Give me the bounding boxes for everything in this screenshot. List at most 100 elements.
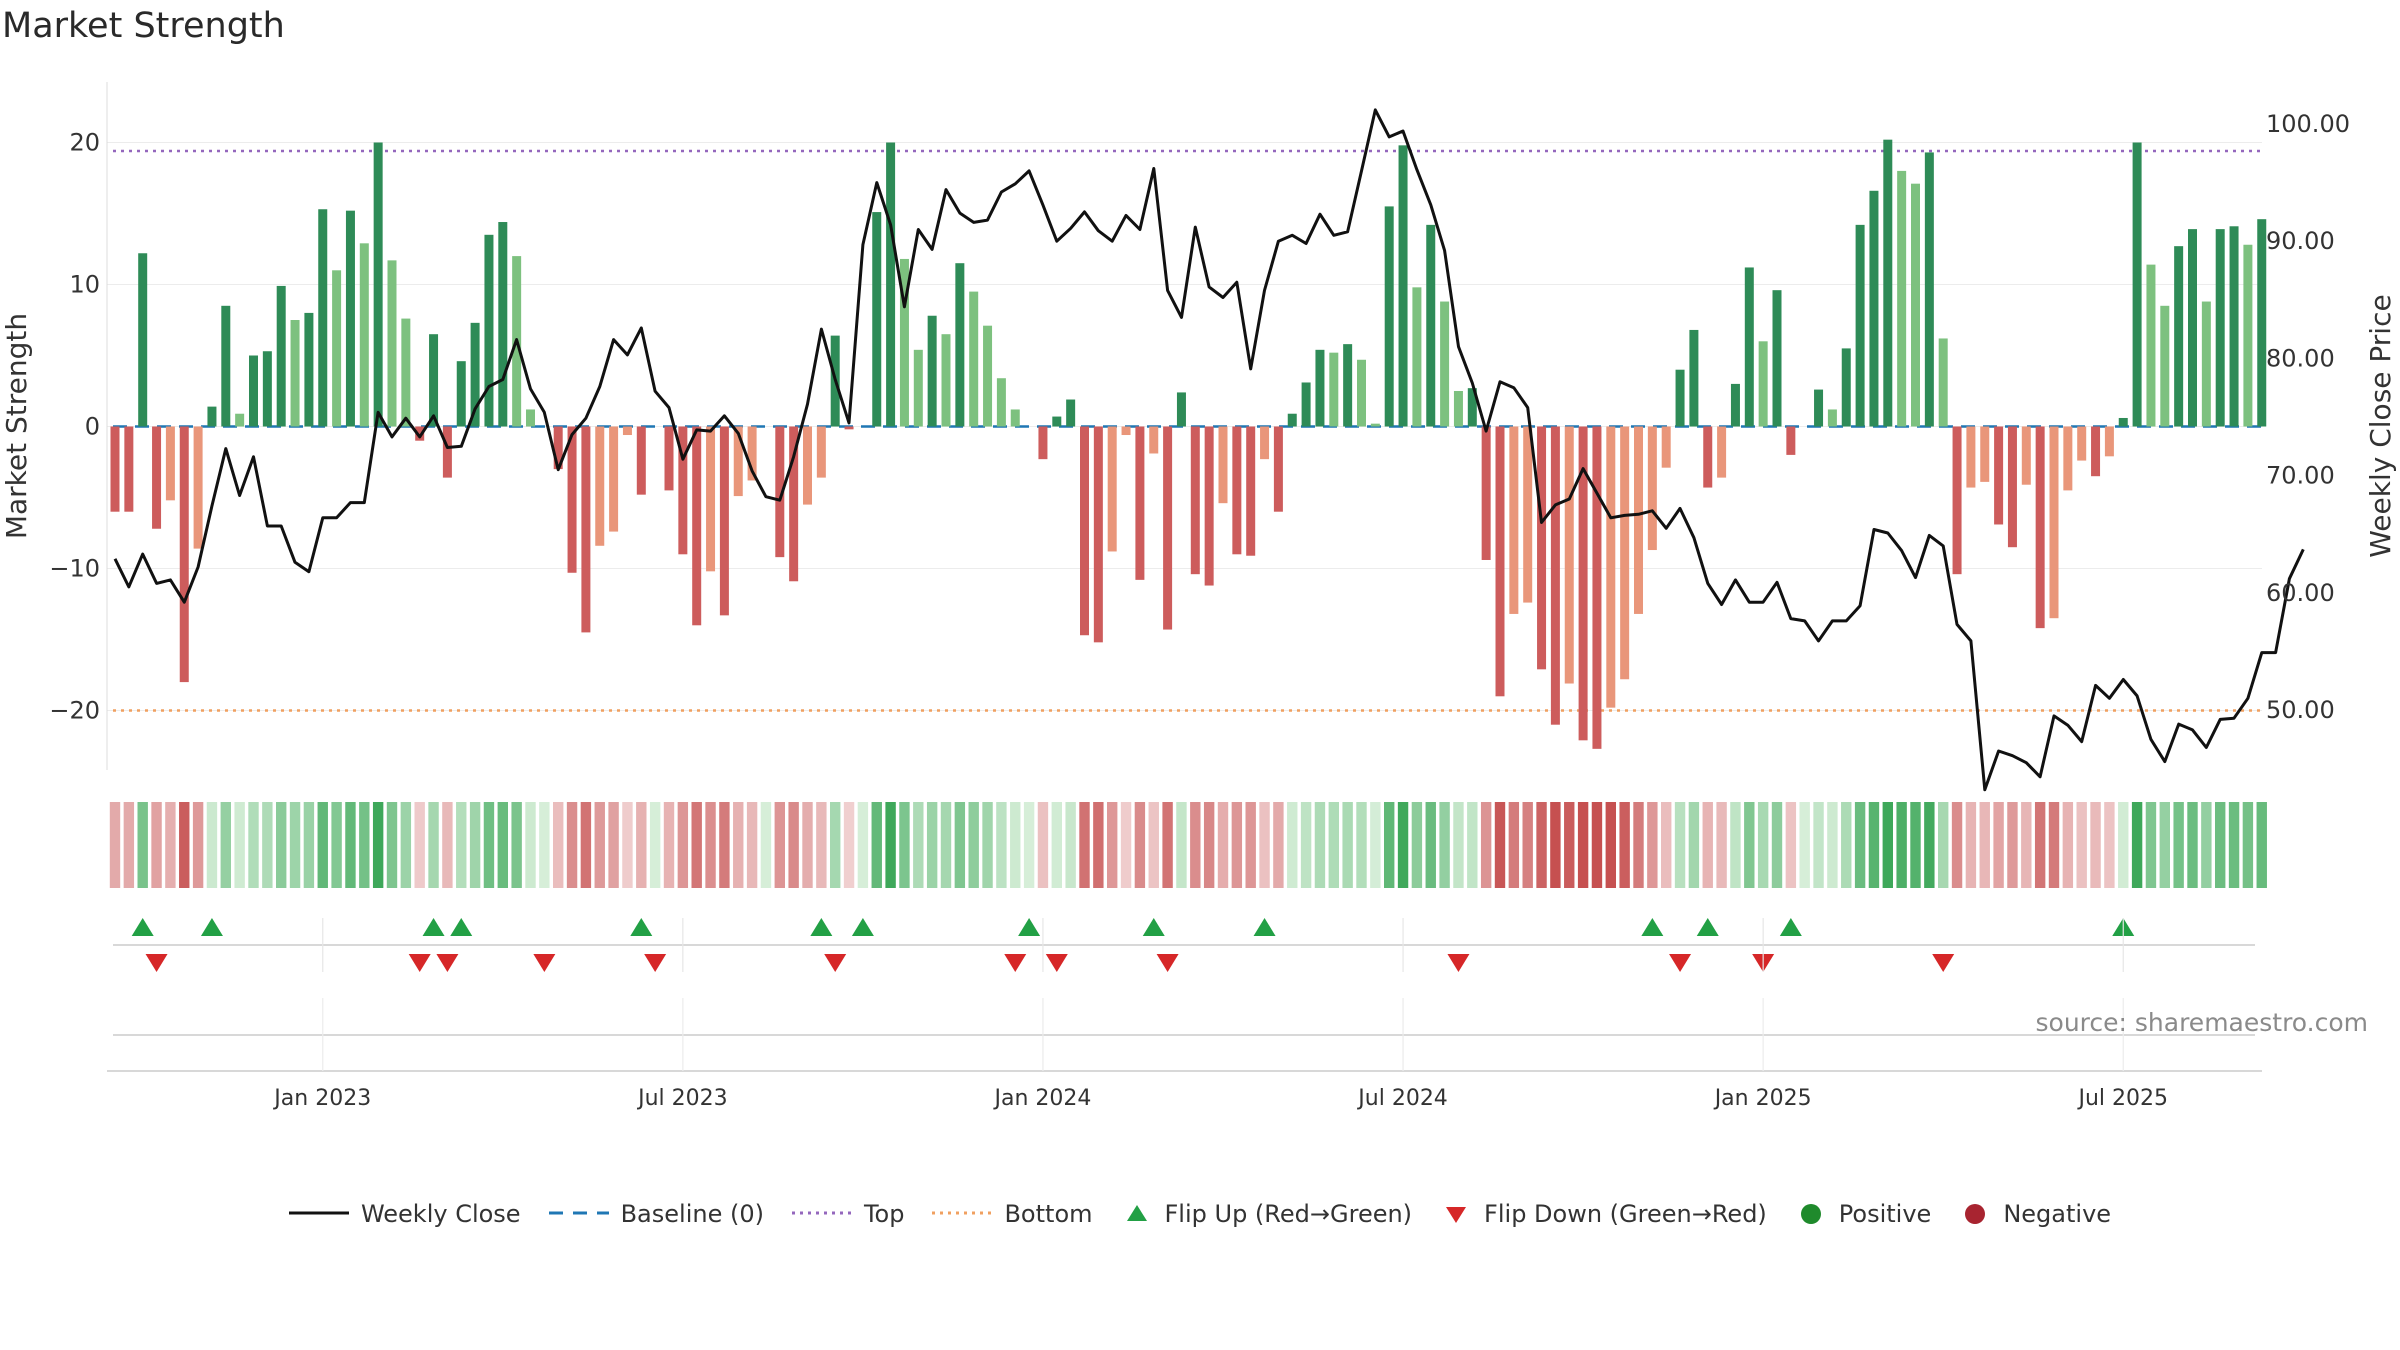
flip-up-marker: [201, 918, 223, 936]
heat-cell: [2229, 802, 2239, 888]
y2-tick-label: 80.00: [2266, 344, 2335, 372]
flip-up-marker: [1018, 918, 1040, 936]
strength-bar: [1440, 302, 1449, 427]
strength-bar: [2063, 427, 2072, 491]
heat-cell: [1813, 802, 1823, 888]
flip-up-marker: [1780, 918, 1802, 936]
heat-cell: [373, 802, 383, 888]
strength-bar: [1883, 140, 1892, 427]
heat-cell: [2077, 802, 2087, 888]
y2-tick-label: 70.00: [2266, 462, 2335, 490]
heat-cell: [747, 802, 757, 888]
heat-cell: [1924, 802, 1934, 888]
strength-bar: [1759, 341, 1768, 426]
y-tick-label: 20: [69, 129, 100, 157]
legend-label: Negative: [2003, 1200, 2111, 1228]
x-tick-label: Jan 2023: [272, 1086, 371, 1111]
strength-bar: [429, 334, 438, 426]
heat-cell: [1661, 802, 1671, 888]
strength-bar: [845, 427, 854, 430]
y2-tick-label: 60.00: [2266, 579, 2335, 607]
strength-bar: [609, 427, 618, 532]
strength-bar: [346, 211, 355, 427]
strength-bar: [1994, 427, 2003, 525]
strength-bar: [1454, 391, 1463, 427]
heat-cell: [761, 802, 771, 888]
strength-bar: [1648, 427, 1657, 551]
strength-bar: [1606, 427, 1615, 708]
flip-down-marker: [1157, 954, 1179, 972]
heat-cell: [608, 802, 618, 888]
heat-cell: [1107, 802, 1117, 888]
x-tick-label: Jan 2024: [992, 1086, 1091, 1111]
strength-bars: [111, 140, 2267, 749]
strength-bar: [1565, 427, 1574, 684]
legend-item: Bottom: [932, 1200, 1092, 1228]
legend-label: Top: [864, 1200, 905, 1228]
heat-cell: [1855, 802, 1865, 888]
heat-cell: [151, 802, 161, 888]
strength-bar: [401, 319, 410, 427]
strength-bar: [568, 427, 577, 573]
strength-bar: [1496, 427, 1505, 697]
heat-cell: [1689, 802, 1699, 888]
flip-up-marker: [852, 918, 874, 936]
strength-bar: [2188, 229, 2197, 426]
y-tick-label: −10: [49, 555, 100, 583]
legend-swatch: [549, 1201, 609, 1227]
reference-lines: [113, 151, 2262, 710]
heat-cell: [511, 802, 521, 888]
heat-cell: [553, 802, 563, 888]
heat-cell: [678, 802, 688, 888]
strength-bar: [1288, 414, 1297, 427]
heat-cell: [1204, 802, 1214, 888]
strength-bar: [1509, 427, 1518, 614]
y2-tick-label: 50.00: [2266, 696, 2335, 724]
strength-bar: [1523, 427, 1532, 603]
strength-bar: [1939, 338, 1948, 426]
heat-cell: [899, 802, 909, 888]
legend-swatch: [1440, 1201, 1472, 1227]
legend-item: Top: [792, 1200, 905, 1228]
strength-bar: [1357, 360, 1366, 427]
strength-bar: [221, 306, 230, 427]
market-strength-chart: 20100−10−20Market Strength100.0090.0080.…: [0, 0, 2400, 1350]
heat-cell: [2118, 802, 2128, 888]
heat-cell: [2173, 802, 2183, 888]
strength-bar: [1399, 145, 1408, 426]
axes-layer: 20100−10−20Market Strength100.0090.0080.…: [0, 110, 2397, 725]
strength-bar: [180, 427, 189, 683]
strength-bar: [318, 209, 327, 426]
heat-cell: [1246, 802, 1256, 888]
strength-bar: [1052, 417, 1061, 427]
strength-bar: [2230, 226, 2239, 426]
strength-bar: [1260, 427, 1269, 460]
strength-bar: [1177, 392, 1186, 426]
strength-bar: [1689, 330, 1698, 427]
strength-bar: [872, 212, 881, 426]
flip-up-marker: [1641, 918, 1663, 936]
x-tick-label: Jul 2023: [636, 1086, 728, 1111]
heat-cell: [1883, 802, 1893, 888]
x-tick-label: Jul 2025: [2076, 1086, 2168, 1111]
flip-down-marker: [146, 954, 168, 972]
strength-bar: [1717, 427, 1726, 478]
strength-bar: [2036, 427, 2045, 629]
flip-down-marker: [1669, 954, 1691, 972]
heat-cell: [1523, 802, 1533, 888]
strength-bar: [637, 427, 646, 495]
strength-bar: [2008, 427, 2017, 548]
strength-bar: [914, 350, 923, 427]
strength-bar: [291, 320, 300, 427]
heat-cell: [2187, 802, 2197, 888]
heat-cell: [1079, 802, 1089, 888]
strength-bar: [1856, 225, 1865, 427]
heat-cell: [401, 802, 411, 888]
heat-cell: [913, 802, 923, 888]
heat-cell: [1606, 802, 1616, 888]
heat-cell: [442, 802, 452, 888]
strength-bar: [2133, 143, 2142, 427]
strength-bar: [1925, 152, 1934, 426]
heat-cell: [622, 802, 632, 888]
strength-bar: [443, 427, 452, 478]
